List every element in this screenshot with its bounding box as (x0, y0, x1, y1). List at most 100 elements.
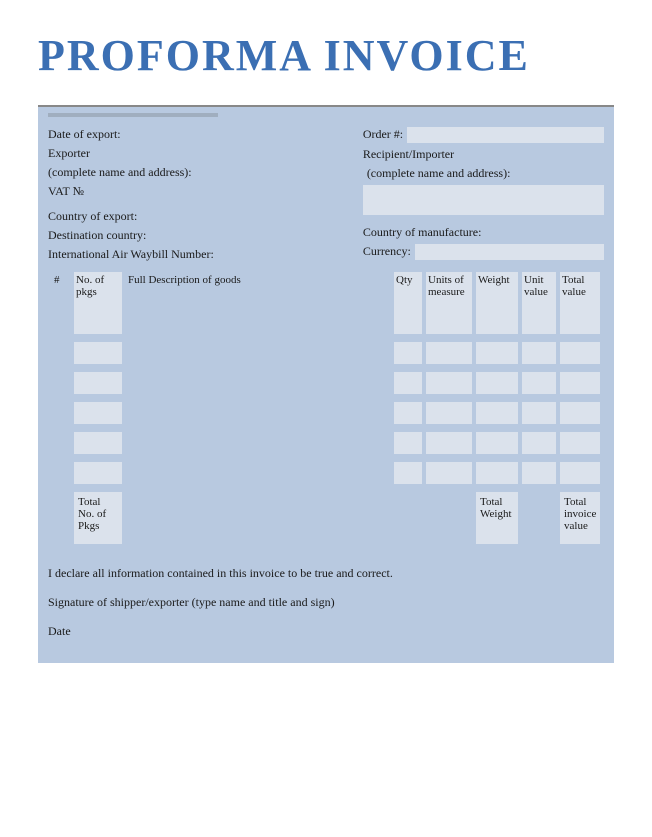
cell-no_pkgs[interactable] (74, 432, 122, 454)
cell-weight[interactable] (476, 372, 518, 394)
field-order-no: Order #: (363, 127, 604, 143)
cell-no_pkgs[interactable] (74, 342, 122, 364)
cell-qty[interactable] (394, 432, 422, 454)
field-vat: VAT № (48, 184, 343, 199)
cell-description (126, 432, 390, 454)
cell-qty[interactable] (394, 372, 422, 394)
cell-hash (52, 462, 70, 484)
cell-units_of_measure[interactable] (426, 462, 472, 484)
cell-total_value[interactable] (560, 402, 600, 424)
row-gap (52, 394, 600, 402)
cell-weight[interactable] (476, 432, 518, 454)
row-gap (52, 424, 600, 432)
cell-no_pkgs[interactable] (74, 402, 122, 424)
input-order-no[interactable] (407, 127, 604, 143)
label-air-waybill: International Air Waybill Number: (48, 247, 218, 262)
cell-hash (52, 342, 70, 364)
row-gap (52, 484, 600, 492)
row-gap (52, 334, 600, 342)
field-air-waybill: International Air Waybill Number: (48, 247, 343, 262)
input-currency[interactable] (415, 244, 604, 260)
cell-qty[interactable] (394, 312, 422, 334)
cell-unit_value[interactable] (522, 462, 556, 484)
field-exporter-address: (complete name and address): (48, 165, 343, 180)
cell-weight[interactable] (476, 402, 518, 424)
label-vat: VAT № (48, 184, 88, 199)
cell-units_of_measure[interactable] (426, 432, 472, 454)
field-country-manufacture: Country of manufacture: (363, 225, 604, 240)
cell-unit_value[interactable] (522, 342, 556, 364)
table-row (52, 372, 600, 394)
cell-hash (52, 312, 70, 334)
cell-description (126, 372, 390, 394)
cell-hash (52, 402, 70, 424)
label-date-of-export: Date of export: (48, 127, 125, 142)
cell-units_of_measure[interactable] (426, 402, 472, 424)
declaration-text: I declare all information contained in t… (48, 566, 604, 581)
field-recipient-address: (complete name and address): (363, 166, 604, 181)
label-order-no: Order #: (363, 127, 407, 142)
signature-line: Signature of shipper/exporter (type name… (48, 595, 604, 610)
cell-unit_value[interactable] (522, 372, 556, 394)
table-row (52, 312, 600, 334)
col-hash: # (52, 272, 70, 312)
cell-no_pkgs[interactable] (74, 312, 122, 334)
label-currency: Currency: (363, 244, 415, 259)
cell-qty[interactable] (394, 402, 422, 424)
totals-row: Total No. of Pkgs Total Weight Total inv… (52, 492, 600, 544)
cell-total_value[interactable] (560, 342, 600, 364)
cell-description (126, 312, 390, 334)
panel-accent-bar (48, 113, 218, 117)
field-recipient-address-box (363, 185, 604, 215)
header-two-columns: Date of export: Exporter (complete name … (48, 127, 604, 266)
cell-total_value[interactable] (560, 372, 600, 394)
cell-description (126, 342, 390, 364)
table-row (52, 342, 600, 364)
header-left-column: Date of export: Exporter (complete name … (48, 127, 343, 266)
col-description: Full Description of goods (126, 272, 390, 312)
cell-weight[interactable] (476, 342, 518, 364)
input-recipient-address[interactable] (363, 185, 604, 215)
label-recipient: Recipient/Importer (363, 147, 458, 162)
header-right-column: Order #: Recipient/Importer (complete na… (363, 127, 604, 266)
cell-total_value[interactable] (560, 432, 600, 454)
label-exporter-address: (complete name and address): (48, 165, 196, 180)
cell-units_of_measure[interactable] (426, 372, 472, 394)
label-recipient-address: (complete name and address): (363, 166, 515, 181)
cell-qty[interactable] (394, 342, 422, 364)
items-table: # No. of pkgs Full Description of goods … (48, 272, 604, 544)
cell-total_value[interactable] (560, 312, 600, 334)
date-line: Date (48, 624, 604, 639)
field-date-of-export: Date of export: (48, 127, 343, 142)
cell-hash (52, 432, 70, 454)
col-uom: Units of measure (426, 272, 472, 312)
cell-total_value[interactable] (560, 462, 600, 484)
field-exporter: Exporter (48, 146, 343, 161)
cell-weight[interactable] (476, 312, 518, 334)
cell-no_pkgs[interactable] (74, 462, 122, 484)
table-row (52, 462, 600, 484)
document-title: PROFORMA INVOICE (0, 0, 652, 91)
cell-no_pkgs[interactable] (74, 372, 122, 394)
cell-qty[interactable] (394, 462, 422, 484)
field-destination-country: Destination country: (48, 228, 343, 243)
table-row (52, 432, 600, 454)
col-qty: Qty (394, 272, 422, 312)
cell-units_of_measure[interactable] (426, 342, 472, 364)
total-weight-cell: Total Weight (476, 492, 518, 544)
label-exporter: Exporter (48, 146, 94, 161)
row-gap (52, 364, 600, 372)
cell-unit_value[interactable] (522, 312, 556, 334)
label-country-manufacture: Country of manufacture: (363, 225, 486, 240)
row-gap (52, 454, 600, 462)
label-country-export: Country of export: (48, 209, 141, 224)
cell-weight[interactable] (476, 462, 518, 484)
total-invoice-value-cell: Total invoice value (560, 492, 600, 544)
cell-units_of_measure[interactable] (426, 312, 472, 334)
cell-unit_value[interactable] (522, 402, 556, 424)
cell-hash (52, 372, 70, 394)
label-destination-country: Destination country: (48, 228, 150, 243)
cell-description (126, 402, 390, 424)
cell-unit_value[interactable] (522, 432, 556, 454)
cell-description (126, 462, 390, 484)
